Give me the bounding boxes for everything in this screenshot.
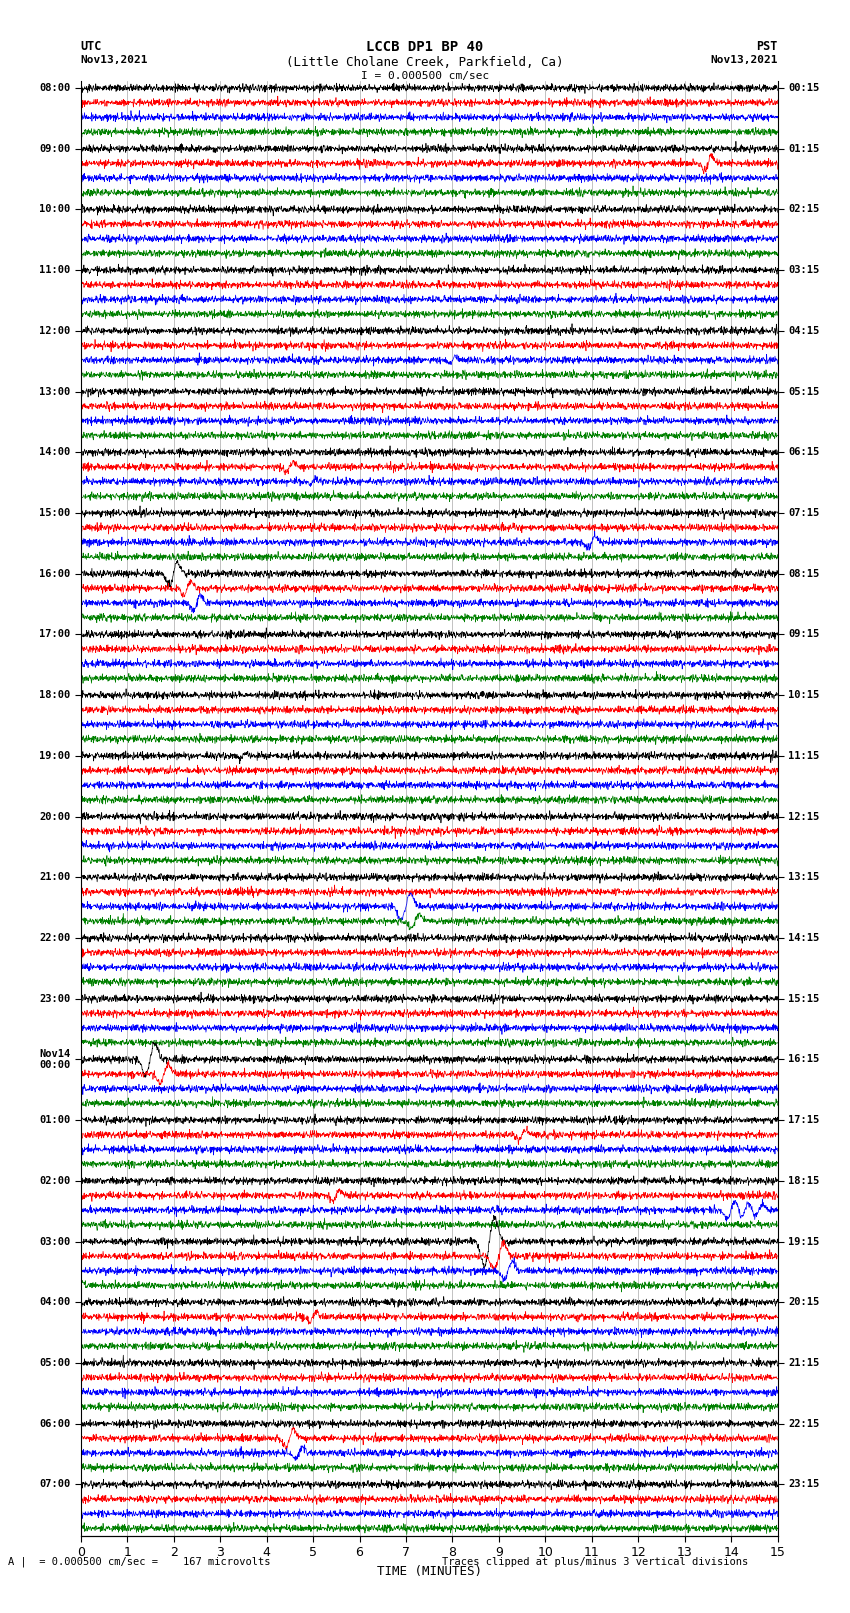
Text: Nov13,2021: Nov13,2021 — [81, 55, 148, 65]
Text: Nov13,2021: Nov13,2021 — [711, 55, 778, 65]
Text: (Little Cholane Creek, Parkfield, Ca): (Little Cholane Creek, Parkfield, Ca) — [286, 56, 564, 69]
Text: PST: PST — [756, 40, 778, 53]
Text: LCCB DP1 BP 40: LCCB DP1 BP 40 — [366, 40, 484, 55]
X-axis label: TIME (MINUTES): TIME (MINUTES) — [377, 1565, 482, 1578]
Text: UTC: UTC — [81, 40, 102, 53]
Text: Traces clipped at plus/minus 3 vertical divisions: Traces clipped at plus/minus 3 vertical … — [442, 1557, 748, 1566]
Text: I = 0.000500 cm/sec: I = 0.000500 cm/sec — [361, 71, 489, 81]
Text: A |  = 0.000500 cm/sec =    167 microvolts: A | = 0.000500 cm/sec = 167 microvolts — [8, 1557, 271, 1568]
